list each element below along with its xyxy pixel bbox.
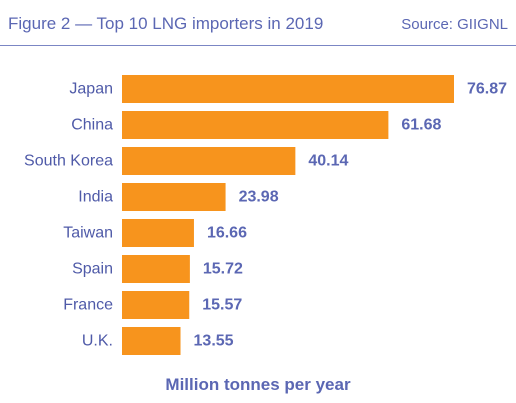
value-labels-group: 76.87 61.68 40.14 23.98 16.66 15.72 15.57 13.55: [194, 81, 508, 350]
value-label-japan: 76.87: [467, 81, 507, 98]
category-label-india: India: [78, 189, 113, 206]
bar-france: [122, 291, 190, 319]
value-label-china: 61.68: [401, 117, 441, 134]
bar-china: [122, 111, 389, 139]
category-label-south-korea: South Korea: [24, 153, 113, 170]
value-label-spain: 15.72: [203, 261, 243, 278]
bars-group: [122, 75, 454, 355]
chart-header: Figure 2 — Top 10 LNG importers in 2019 …: [0, 0, 516, 46]
bar-spain: [122, 255, 190, 283]
category-label-china: China: [71, 117, 113, 134]
header-divider: [0, 45, 516, 46]
figure-title: Figure 2 — Top 10 LNG importers in 2019: [8, 14, 324, 33]
category-label-u-k: U.K.: [82, 333, 113, 350]
bar-taiwan: [122, 219, 194, 247]
value-label-france: 15.57: [202, 297, 242, 314]
bar-u-k: [122, 327, 181, 355]
category-label-taiwan: Taiwan: [63, 225, 113, 242]
x-axis-label: Million tonnes per year: [165, 375, 351, 394]
bar-south-korea: [122, 147, 296, 175]
category-labels-group: Japan China South Korea India Taiwan Spain Fra…: [24, 81, 113, 350]
category-label-france: France: [63, 297, 113, 314]
category-label-spain: Spain: [72, 261, 113, 278]
value-label-taiwan: 16.66: [207, 225, 247, 242]
bar-japan: [122, 75, 454, 103]
category-label-japan: Japan: [69, 81, 113, 98]
value-label-south-korea: 40.14: [308, 153, 348, 170]
source-label: Source: GIIGNL: [401, 16, 508, 33]
value-label-u-k: 13.55: [194, 333, 234, 350]
bar-india: [122, 183, 226, 211]
value-label-india: 23.98: [239, 189, 279, 206]
